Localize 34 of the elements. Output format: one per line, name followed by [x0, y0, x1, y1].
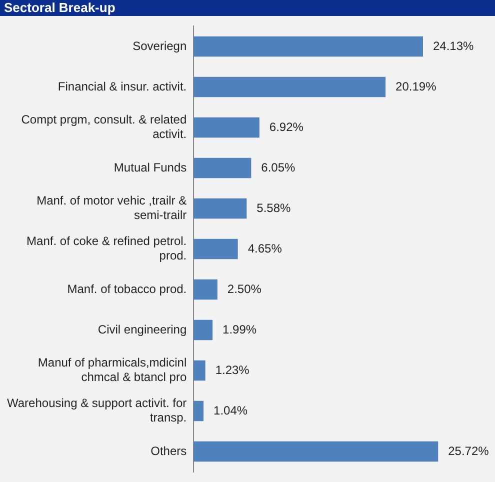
bar: [194, 117, 260, 138]
y-tick-label: Manf. of tobacco prod.: [67, 282, 187, 296]
y-tick-label: Civil engineering: [98, 322, 187, 336]
data-label: 1.04%: [214, 403, 248, 418]
data-label: 24.13%: [432, 38, 474, 53]
y-tick-label: Manuf of pharmicals,mdicinl chmcal & btancl pro: [38, 356, 187, 384]
bar: [194, 320, 213, 340]
bar: [194, 238, 238, 260]
data-label: 6.92%: [269, 120, 304, 134]
data-label: 1.23%: [215, 362, 250, 377]
bar: [194, 400, 204, 422]
bar: [194, 279, 218, 300]
bar: [194, 441, 438, 462]
y-tick-label: Others: [150, 444, 187, 458]
y-tick-label: Mutual Funds: [114, 160, 187, 174]
y-tick-label: Compt prgm, consult. & related activit.: [21, 112, 187, 141]
y-tick-label: Manf. of coke & refined petrol. prod.: [26, 234, 187, 263]
data-label: 4.65%: [248, 241, 282, 256]
bar: [194, 36, 423, 57]
bar: [194, 360, 206, 381]
data-label: 5.58%: [256, 200, 292, 215]
data-label: 25.72%: [448, 444, 490, 458]
data-label: 20.19%: [396, 79, 437, 94]
y-tick-label: Soveriegn: [132, 38, 187, 53]
bar: [194, 198, 247, 219]
y-tick-label: Warehousing & support activit. for transp.: [6, 396, 187, 425]
y-tick-label: Financial & insur. activit.: [58, 79, 187, 94]
bar: [194, 76, 386, 98]
data-label: 2.50%: [227, 282, 262, 296]
bar: [194, 158, 252, 178]
y-tick-label: Manf. of motor vehic ,trailr & semi-trailr: [36, 194, 187, 222]
data-label: 6.05%: [261, 160, 296, 174]
data-label: 1.99%: [222, 322, 257, 336]
text: Sectoral Break-up: [0, 0, 495, 16]
